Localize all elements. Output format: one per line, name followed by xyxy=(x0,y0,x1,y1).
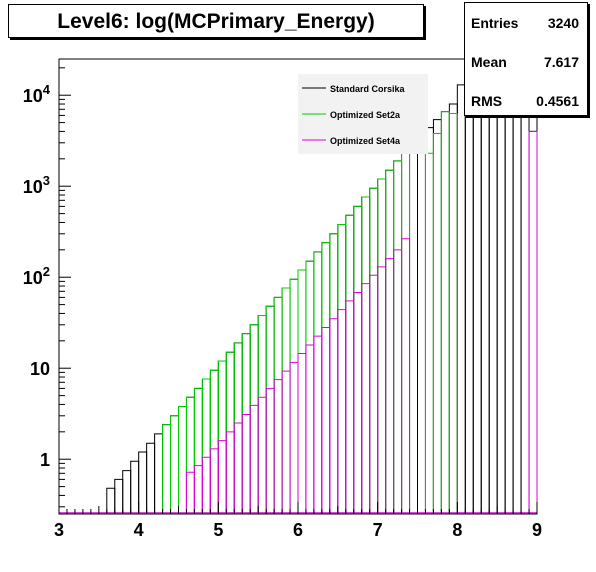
stat-value: 7.617 xyxy=(543,54,579,70)
histogram-bin xyxy=(528,130,538,513)
x-tick-label: 4 xyxy=(134,520,144,540)
y-tick-label: 102 xyxy=(23,264,50,288)
y-tick-label: 10 xyxy=(30,359,50,379)
x-tick-label: 7 xyxy=(373,520,383,540)
stat-label: Mean xyxy=(471,54,507,70)
stat-label: RMS xyxy=(471,93,503,109)
series-optimized-set4a xyxy=(185,130,538,513)
x-tick-label: 8 xyxy=(452,520,462,540)
stat-value: 0.4561 xyxy=(536,93,579,109)
histogram-title: Level6: log(MCPrimary_Energy) xyxy=(8,4,424,38)
axis-layer: 3 4 5 6 7 8 9 1 10 102 103 104 xyxy=(23,67,542,540)
x-tick-label: 9 xyxy=(532,520,542,540)
stat-value: 3240 xyxy=(547,15,579,31)
stats-box: Entries 3240 Mean 7.617 RMS 0.4561 xyxy=(464,2,588,116)
x-tick-label: 5 xyxy=(213,520,223,540)
x-tick-label: 3 xyxy=(54,520,64,540)
y-tick-label: 103 xyxy=(23,173,50,197)
histogram-bin xyxy=(448,112,458,513)
x-tick-label: 6 xyxy=(293,520,303,540)
histogram-bin xyxy=(401,238,411,513)
stat-row-entries: Entries 3240 xyxy=(471,15,579,31)
stat-row-rms: RMS 0.4561 xyxy=(471,93,579,109)
y-tick-label: 104 xyxy=(23,82,51,106)
stat-row-mean: Mean 7.617 xyxy=(471,54,579,70)
stat-label: Entries xyxy=(471,15,519,31)
y-tick-label: 1 xyxy=(40,450,50,470)
